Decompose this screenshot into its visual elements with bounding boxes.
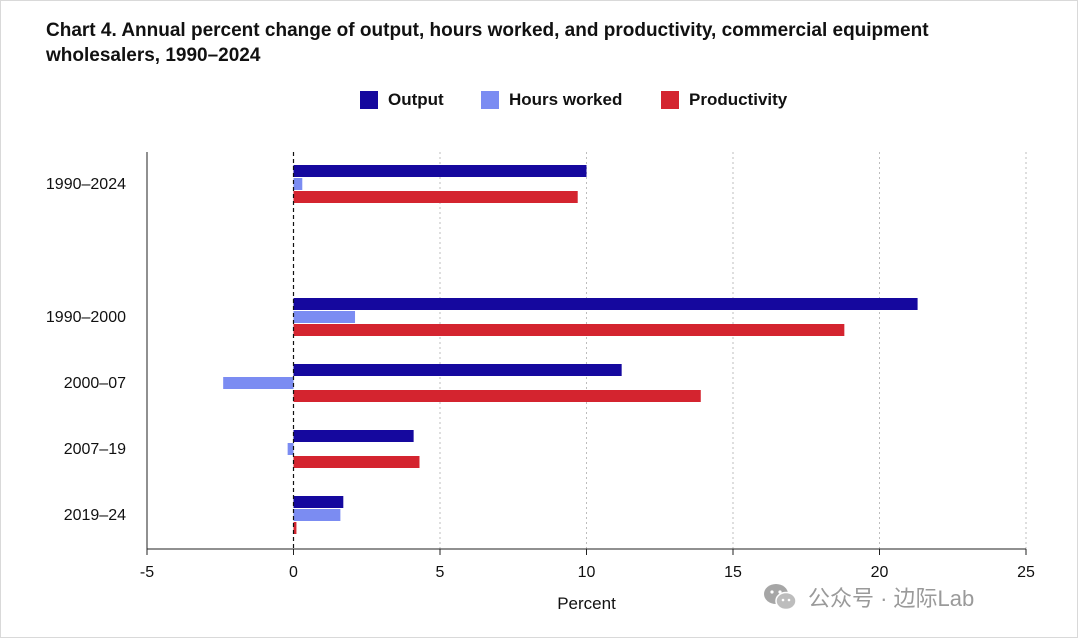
- bar-productivity-2: [293, 390, 701, 402]
- chart-title: Chart 4. Annual percent change of output…: [46, 20, 929, 66]
- category-label-4: 2019–24: [64, 507, 126, 524]
- x-tick-label-0: 0: [289, 564, 298, 581]
- bar-output-0: [293, 165, 587, 177]
- legend-swatch-productivity: [661, 91, 679, 109]
- watermark-text: 公众号 · 边际Lab: [808, 586, 975, 611]
- x-tick-label-25: 25: [1017, 564, 1035, 581]
- legend-item-output: Output: [360, 88, 444, 112]
- bar-output-3: [293, 430, 414, 442]
- category-label-2: 2000–07: [64, 375, 126, 392]
- bar-output-4: [293, 496, 344, 508]
- legend-label-output: Output: [388, 90, 444, 109]
- watermark: 公众号 · 边际Lab: [762, 580, 974, 614]
- x-tick-label-20: 20: [871, 564, 889, 581]
- x-tick-label-5: 5: [436, 564, 445, 581]
- x-tick-label-10: 10: [578, 564, 596, 581]
- bar-output-1: [293, 298, 918, 310]
- bar-hours-worked-3: [287, 443, 294, 455]
- bar-productivity-0: [293, 191, 578, 203]
- bar-output-2: [293, 364, 622, 376]
- x-tick-label-15: 15: [724, 564, 742, 581]
- legend-item-productivity: Productivity: [661, 88, 787, 112]
- category-label-3: 2007–19: [64, 441, 126, 458]
- bar-hours-worked-0: [293, 178, 303, 190]
- legend: Output Hours worked Productivity: [0, 88, 1080, 112]
- legend-label-hours-worked: Hours worked: [509, 90, 623, 109]
- category-label-1: 1990–2000: [46, 309, 126, 326]
- bar-hours-worked-2: [223, 377, 294, 389]
- bar-hours-worked-4: [293, 509, 341, 521]
- bar-productivity-1: [293, 324, 845, 336]
- legend-label-productivity: Productivity: [689, 90, 788, 109]
- x-axis-title: Percent: [557, 594, 616, 613]
- bar-hours-worked-1: [293, 311, 356, 323]
- x-tick-label--5: -5: [140, 564, 154, 581]
- legend-swatch-output: [360, 91, 378, 109]
- legend-item-hours-worked: Hours worked: [481, 88, 622, 112]
- wechat-icon: [764, 584, 797, 611]
- bar-productivity-4: [293, 522, 297, 534]
- category-label-0: 1990–2024: [46, 176, 126, 193]
- bar-productivity-3: [293, 456, 420, 468]
- legend-swatch-hours-worked: [481, 91, 499, 109]
